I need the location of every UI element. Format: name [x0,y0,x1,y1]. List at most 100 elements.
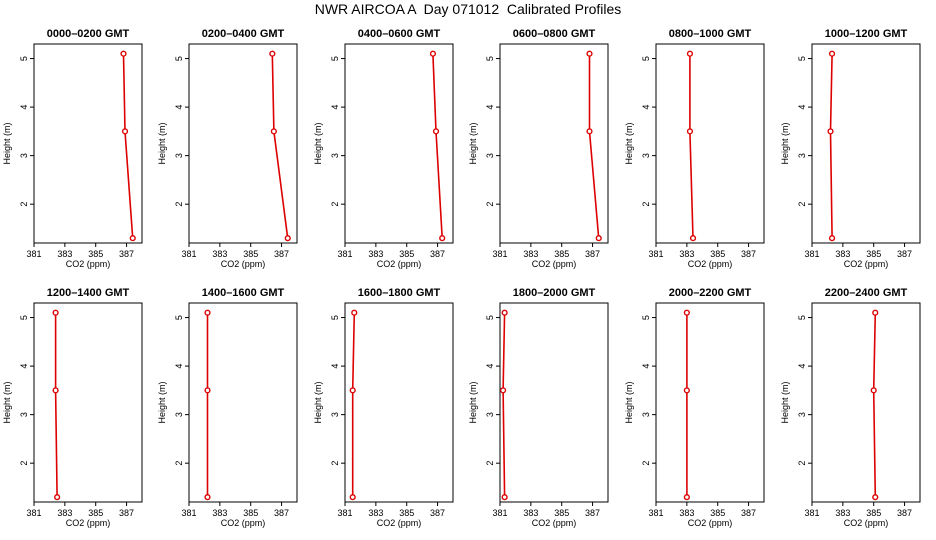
y-tick-label: 4 [19,105,29,110]
data-point [439,235,446,242]
y-tick-label: 3 [330,153,340,158]
y-tick-label: 2 [330,461,340,466]
profile-line [122,53,134,239]
data-point [683,309,690,316]
profile-line [502,312,506,498]
x-tick-label: 381 [804,249,819,259]
data-point [269,50,276,57]
plot-frame [811,302,921,503]
x-tick-label: 381 [337,508,352,518]
y-axis-label: Height (m) [157,122,167,164]
x-tick-label: 381 [26,508,41,518]
y-axis-label: Height (m) [313,381,323,423]
y-tick-label: 2 [174,461,184,466]
chart-panel: 1600–1800 GMT 381 383 385 387 2 3 4 5 CO2 (ppm) He… [313,287,454,528]
x-axis-label: CO2 (ppm) [221,518,266,528]
y-tick-label: 3 [485,153,495,158]
x-tick-label: 385 [866,508,881,518]
y-tick-label: 4 [174,364,184,369]
x-tick-label: 381 [492,249,507,259]
y-tick-label: 5 [485,315,495,320]
chart-panel: 0200–0400 GMT 381 383 385 387 2 3 4 5 CO2 (ppm) He… [157,28,298,269]
x-tick-label: 387 [741,508,756,518]
y-tick-label: 3 [797,412,807,417]
data-point [349,387,356,394]
y-tick-label: 2 [641,202,651,207]
y-tick-label: 5 [330,56,340,61]
data-point [52,387,59,394]
x-tick-label: 387 [430,249,445,259]
y-axis-label: Height (m) [780,381,790,423]
y-axis-label: Height (m) [624,122,634,164]
x-tick-label: 383 [368,508,383,518]
y-tick-label: 4 [174,105,184,110]
panel-title: 2000–2200 GMT [669,287,752,299]
profile-line [829,53,833,239]
profile-line [351,312,356,498]
plot-frame [33,43,143,244]
panel-title: 0000–0200 GMT [47,28,130,40]
x-tick-label: 387 [119,249,134,259]
chart-panel: 0000–0200 GMT 381 383 385 387 2 3 4 5 CO2 (ppm) He… [2,28,143,269]
y-tick-label: 2 [330,202,340,207]
panel-title: 0800–1000 GMT [669,28,752,40]
profile-line [588,53,600,239]
plot-frame [344,43,454,244]
x-tick-label: 383 [523,508,538,518]
data-point [54,494,61,501]
figure-title: NWR AIRCOA A Day 071012 Calibrated Profi… [314,1,622,17]
x-tick-label: 383 [835,249,850,259]
plot-frame [811,43,921,244]
data-point [586,50,593,57]
data-point [351,309,358,316]
data-point [586,128,593,135]
plot-frame [188,302,298,503]
y-tick-label: 5 [174,315,184,320]
y-tick-label: 4 [641,364,651,369]
panel-title: 1800–2000 GMT [513,287,596,299]
plot-frame [655,302,765,503]
x-axis-label: CO2 (ppm) [844,518,889,528]
profile-line [872,312,877,498]
y-tick-label: 5 [330,315,340,320]
x-tick-label: 385 [243,249,258,259]
x-tick-label: 381 [492,508,507,518]
panel-title: 0200–0400 GMT [202,28,285,40]
y-tick-label: 4 [19,364,29,369]
x-axis-label: CO2 (ppm) [688,259,733,269]
y-axis-label: Height (m) [780,122,790,164]
data-point [204,387,211,394]
chart-panel: 1800–2000 GMT 381 383 385 387 2 3 4 5 CO2 (ppm) He… [468,287,609,528]
chart-panel: 1200–1400 GMT 381 383 385 387 2 3 4 5 CO2 (ppm) He… [2,287,143,528]
y-tick-label: 3 [19,153,29,158]
data-point [204,309,211,316]
data-point [595,235,602,242]
x-tick-label: 381 [26,249,41,259]
y-tick-label: 4 [330,105,340,110]
x-tick-label: 383 [57,508,72,518]
panel-title: 1200–1400 GMT [47,287,130,299]
data-point [828,50,836,57]
x-axis-label: CO2 (ppm) [377,518,422,528]
x-tick-label: 383 [679,249,694,259]
x-tick-label: 383 [57,249,72,259]
x-tick-label: 385 [88,508,103,518]
x-tick-label: 383 [523,249,538,259]
data-point [121,128,129,135]
chart-panel: 0400–0600 GMT 381 383 385 387 2 3 4 5 CO2 (ppm) He… [313,28,454,269]
y-tick-label: 3 [797,153,807,158]
data-point [501,494,508,501]
data-point [501,309,508,316]
x-tick-label: 387 [897,508,912,518]
y-tick-label: 2 [19,461,29,466]
x-tick-label: 381 [804,508,819,518]
plot-frame [499,43,609,244]
y-tick-label: 2 [174,202,184,207]
x-axis-label: CO2 (ppm) [221,259,266,269]
x-tick-label: 381 [337,249,352,259]
data-point [129,235,136,242]
y-tick-label: 5 [174,56,184,61]
data-point [284,235,291,242]
x-tick-label: 385 [710,508,725,518]
plot-frame [655,43,765,244]
